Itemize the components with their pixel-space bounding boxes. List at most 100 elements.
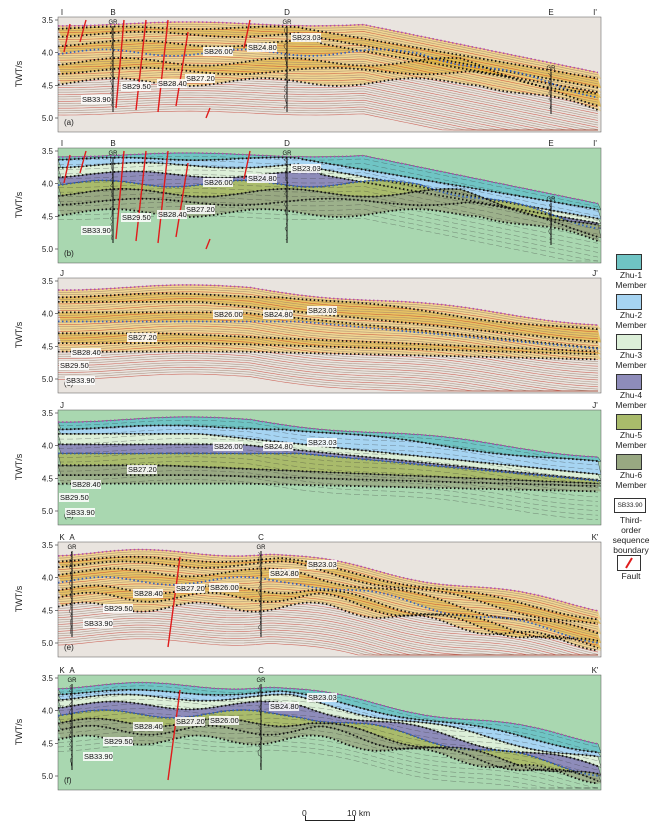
boundary-label-SB26-00: SB26.00 — [210, 583, 239, 592]
y-axis-tick-label: 4.0 — [42, 574, 54, 583]
y-axis-title: TWT/s — [14, 321, 24, 348]
y-axis-tick-label: 4.5 — [42, 81, 54, 90]
y-axis-tick-label: 5.0 — [42, 114, 54, 123]
gr-log-label: GR — [257, 545, 267, 551]
gr-log-label: GR — [109, 20, 119, 26]
boundary-label-SB33-90: SB33.90 — [82, 95, 111, 104]
boundary-label-SB23-03: SB23.03 — [308, 306, 337, 315]
y-axis-tick-label: 4.0 — [42, 707, 54, 716]
boundary-label-SB33-90: SB33.90 — [84, 619, 113, 628]
y-axis-tick-label: 3.5 — [42, 16, 54, 25]
well-label-C: C — [258, 533, 264, 542]
y-axis-tick-label: 4.5 — [42, 606, 54, 615]
boundary-label-SB23-03: SB23.03 — [292, 33, 321, 42]
boundary-label-SB23-03: SB23.03 — [308, 693, 337, 702]
well-label-E: E — [548, 139, 553, 148]
gr-log-label: GR — [109, 151, 119, 157]
boundary-label-SB28-40: SB28.40 — [134, 589, 163, 598]
section-start-label: J — [60, 401, 64, 410]
y-axis-tick-label: 5.0 — [42, 375, 54, 384]
y-axis-tick-label: 4.5 — [42, 739, 54, 748]
scale-bar-tick-right — [354, 816, 355, 821]
section-start-label: I — [61, 8, 63, 17]
y-axis-title: TWT/s — [14, 718, 24, 745]
panel-id-label: (a) — [64, 118, 74, 127]
panel-d: 3.54.04.55.0TWT/sJJ'(d)SB23.03SB24.80SB2… — [14, 401, 601, 525]
legend-sequence-boundary-label: Third-order sequence boundary — [612, 515, 650, 555]
y-axis-tick-label: 4.5 — [42, 342, 54, 351]
well-label-B: B — [110, 139, 115, 148]
legend-label-zhu-5: Zhu-5 Member — [612, 430, 650, 450]
boundary-label-SB29-50: SB29.50 — [104, 737, 133, 746]
section-end-label: I' — [593, 139, 597, 148]
boundary-label-SB29-50: SB29.50 — [122, 213, 151, 222]
boundary-label-SB26-00: SB26.00 — [214, 442, 243, 451]
y-axis-tick-label: 3.5 — [42, 541, 54, 550]
boundary-label-SB23-03: SB23.03 — [292, 164, 321, 173]
y-axis-tick-label: 4.0 — [42, 310, 54, 319]
y-axis-tick-label: 4.0 — [42, 180, 54, 189]
well-label-D: D — [284, 8, 290, 17]
y-axis-title: TWT/s — [14, 585, 24, 612]
well-label-D: D — [284, 139, 290, 148]
legend-swatch-zhu-5 — [616, 414, 642, 430]
gr-log-label: GR — [283, 151, 293, 157]
y-axis-title: TWT/s — [14, 453, 24, 480]
legend-label-zhu-4: Zhu-4 Member — [612, 390, 650, 410]
legend-swatch-zhu-3 — [616, 334, 642, 350]
section-start-label: I — [61, 139, 63, 148]
y-axis-title: TWT/s — [14, 60, 24, 87]
y-axis-tick-label: 5.0 — [42, 639, 54, 648]
section-end-label: K' — [592, 533, 599, 542]
legend-swatch-zhu-6 — [616, 454, 642, 470]
boundary-label-SB23-03: SB23.03 — [308, 560, 337, 569]
boundary-label-SB24-80: SB24.80 — [270, 569, 299, 578]
y-axis-tick-label: 3.5 — [42, 674, 54, 683]
boundary-label-SB29-50: SB29.50 — [104, 604, 133, 613]
boundary-label-SB27-20: SB27.20 — [128, 465, 157, 474]
gr-log-label: GR — [68, 545, 78, 551]
section-end-label: J' — [592, 401, 598, 410]
panel-id-label: (b) — [64, 249, 74, 258]
boundary-label-SB33-90: SB33.90 — [66, 376, 95, 385]
legend-label-zhu-6: Zhu-6 Member — [612, 470, 650, 490]
boundary-label-SB26-00: SB26.00 — [204, 47, 233, 56]
panel-id-label: (f) — [64, 776, 72, 785]
y-axis-tick-label: 4.0 — [42, 442, 54, 451]
boundary-label-SB27-20: SB27.20 — [128, 333, 157, 342]
boundary-label-SB24-80: SB24.80 — [270, 702, 299, 711]
y-axis-tick-label: 5.0 — [42, 245, 54, 254]
boundary-label-SB24-80: SB24.80 — [248, 43, 277, 52]
section-start-label: K — [59, 533, 65, 542]
y-axis-tick-label: 3.5 — [42, 147, 54, 156]
well-label-C: C — [258, 666, 264, 675]
boundary-label-SB24-80: SB24.80 — [264, 442, 293, 451]
gr-log-label: GR — [283, 20, 293, 26]
boundary-label-SB27-20: SB27.20 — [186, 74, 215, 83]
well-label-A: A — [69, 666, 75, 675]
panel-a: 3.54.04.55.0TWT/sI I'BGRDGREGR(a)SB23.03S… — [14, 8, 601, 132]
section-end-label: K' — [592, 666, 599, 675]
y-axis-tick-label: 4.5 — [42, 474, 54, 483]
fault-icon — [618, 556, 640, 570]
legend-fault-sample — [617, 555, 641, 571]
legend-sequence-boundary-sample: SB33.90 — [614, 498, 646, 513]
legend-swatch-zhu-1 — [616, 254, 642, 270]
panel-e: 3.54.04.55.0TWT/sK K'AGRCGR(e)SB23.03SB24… — [14, 533, 601, 657]
legend-label-zhu-1: Zhu-1 Member — [612, 270, 650, 290]
boundary-label-SB29-50: SB29.50 — [122, 82, 151, 91]
boundary-label-SB28-40: SB28.40 — [72, 348, 101, 357]
legend-label-zhu-3: Zhu-3 Member — [612, 350, 650, 370]
boundary-label-SB33-90: SB33.90 — [82, 226, 111, 235]
y-axis-title: TWT/s — [14, 191, 24, 218]
section-start-label: K — [59, 666, 65, 675]
well-label-E: E — [548, 8, 553, 17]
scale-bar-right-label: 10 km — [347, 808, 370, 818]
y-axis-tick-label: 5.0 — [42, 772, 54, 781]
boundary-label-SB24-80: SB24.80 — [248, 174, 277, 183]
section-start-label: J — [60, 269, 64, 278]
scale-bar-line — [305, 820, 355, 821]
boundary-label-SB28-40: SB28.40 — [158, 210, 187, 219]
boundary-label-SB28-40: SB28.40 — [158, 79, 187, 88]
